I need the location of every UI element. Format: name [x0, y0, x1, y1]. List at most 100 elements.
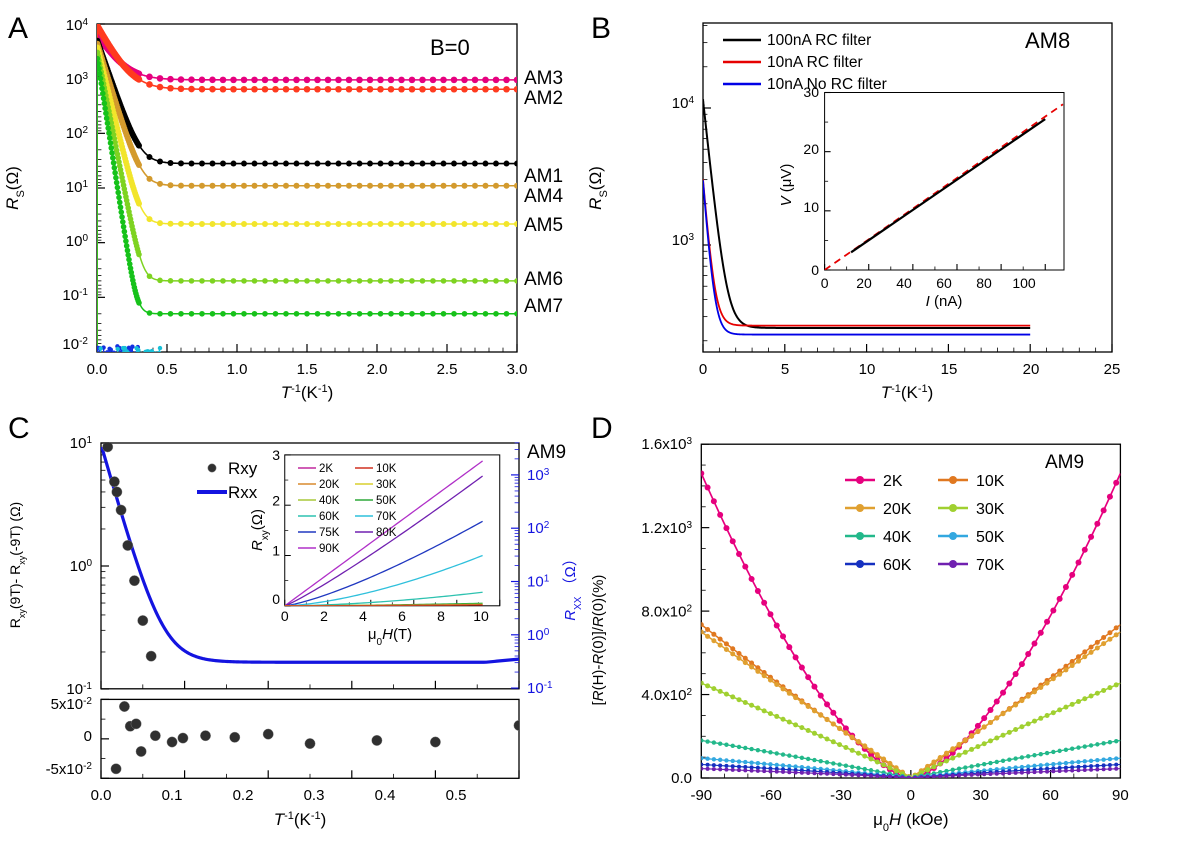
svg-text:10-1: 10-1 [62, 287, 88, 305]
svg-text:AM2: AM2 [524, 88, 563, 109]
svg-text:2.5: 2.5 [437, 361, 458, 378]
svg-text:20K: 20K [883, 501, 912, 518]
svg-text:A: A [8, 12, 28, 45]
svg-text:60: 60 [1042, 787, 1059, 804]
svg-text:B=0: B=0 [430, 35, 470, 60]
svg-text:8: 8 [437, 608, 445, 624]
svg-text:40: 40 [896, 275, 912, 291]
svg-text:100: 100 [70, 558, 93, 576]
svg-text:Rxx: Rxx [228, 483, 258, 502]
svg-text:-5x10-2: -5x10-2 [46, 761, 93, 779]
svg-text:80K: 80K [376, 527, 397, 539]
svg-text:8.0x102: 8.0x102 [641, 603, 692, 621]
svg-text:40K: 40K [319, 495, 340, 507]
svg-text:0.4: 0.4 [375, 787, 396, 804]
svg-text:30: 30 [972, 787, 989, 804]
svg-text:AM3: AM3 [524, 68, 563, 89]
svg-text:10K: 10K [376, 463, 397, 475]
svg-text:0.2: 0.2 [233, 787, 254, 804]
svg-text:AM9: AM9 [1045, 452, 1084, 473]
svg-text:10-2: 10-2 [62, 336, 88, 354]
svg-text:60K: 60K [319, 511, 340, 523]
svg-text:RXX （Ω）: RXX （Ω） [562, 551, 584, 621]
svg-text:1.5: 1.5 [297, 361, 318, 378]
svg-text:103: 103 [527, 467, 550, 485]
svg-text:4: 4 [359, 608, 367, 624]
svg-text:D: D [591, 412, 613, 445]
svg-text:AM7: AM7 [524, 296, 563, 317]
svg-text:90: 90 [1112, 787, 1129, 804]
svg-text:50K: 50K [376, 495, 397, 507]
svg-text:30K: 30K [976, 501, 1005, 518]
svg-text:RS(Ω): RS(Ω) [3, 166, 27, 210]
svg-text:C: C [8, 412, 30, 445]
svg-text:0.0: 0.0 [91, 787, 112, 804]
svg-text:0: 0 [821, 275, 829, 291]
svg-text:1: 1 [272, 543, 280, 559]
svg-text:AM8: AM8 [1025, 28, 1070, 53]
svg-text:Rxy: Rxy [228, 459, 258, 478]
svg-text:20K: 20K [319, 479, 340, 491]
svg-text:0.0: 0.0 [671, 770, 692, 787]
svg-text:30K: 30K [376, 479, 397, 491]
svg-text:100: 100 [527, 627, 550, 645]
svg-text:1.0: 1.0 [227, 361, 248, 378]
svg-text:3.0: 3.0 [507, 361, 528, 378]
svg-text:2: 2 [272, 493, 280, 509]
svg-text:0: 0 [907, 787, 915, 804]
svg-text:103: 103 [672, 232, 695, 250]
svg-text:104: 104 [672, 95, 695, 113]
svg-text:2: 2 [320, 608, 328, 624]
svg-text:70K: 70K [976, 557, 1005, 574]
svg-text:10: 10 [803, 199, 819, 215]
svg-text:Rxy(Ω): Rxy(Ω) [249, 509, 271, 551]
svg-text:AM6: AM6 [524, 269, 563, 290]
svg-text:V (μV): V (μV) [778, 164, 795, 207]
svg-text:0.0: 0.0 [87, 361, 108, 378]
svg-text:3: 3 [272, 447, 280, 463]
svg-text:0.3: 0.3 [304, 787, 325, 804]
svg-text:70K: 70K [376, 511, 397, 523]
svg-text:40K: 40K [883, 529, 912, 546]
svg-text:20: 20 [803, 141, 819, 157]
svg-text:15: 15 [941, 361, 958, 378]
svg-text:10: 10 [859, 361, 876, 378]
svg-text:101: 101 [70, 435, 93, 453]
svg-text:1.2x103: 1.2x103 [641, 520, 692, 538]
svg-text:20: 20 [856, 275, 872, 291]
svg-text:4.0x102: 4.0x102 [641, 687, 692, 705]
svg-text:102: 102 [66, 125, 89, 143]
svg-text:6: 6 [398, 608, 406, 624]
svg-text:60K: 60K [883, 557, 912, 574]
svg-text:-90: -90 [690, 787, 712, 804]
svg-text:AM1: AM1 [524, 166, 563, 187]
svg-text:2K: 2K [883, 473, 903, 490]
svg-text:104: 104 [66, 17, 89, 35]
svg-text:AM9: AM9 [527, 442, 566, 463]
svg-text:[R(H)-R(0)]/R(0)(%): [R(H)-R(0)]/R(0)(%) [590, 575, 607, 706]
svg-text:100: 100 [1012, 275, 1036, 291]
svg-text:10-1: 10-1 [527, 680, 553, 698]
svg-text:20: 20 [1023, 361, 1040, 378]
svg-text:50K: 50K [976, 529, 1005, 546]
svg-text:100: 100 [66, 233, 89, 251]
svg-text:0.5: 0.5 [446, 787, 467, 804]
svg-text:80: 80 [976, 275, 992, 291]
svg-text:μ0H (kOe): μ0H (kOe) [873, 810, 948, 834]
svg-text:0: 0 [272, 591, 280, 607]
svg-text:10nA RC filter: 10nA RC filter [767, 54, 863, 71]
svg-text:101: 101 [66, 179, 89, 197]
svg-text:0: 0 [811, 262, 819, 278]
svg-text:AM5: AM5 [524, 215, 563, 236]
svg-text:0: 0 [84, 728, 92, 745]
svg-text:90K: 90K [319, 543, 340, 555]
svg-text:μ0H(T): μ0H(T) [368, 626, 412, 648]
svg-text:0.5: 0.5 [157, 361, 178, 378]
svg-text:-30: -30 [830, 787, 852, 804]
svg-text:2K: 2K [319, 463, 333, 475]
svg-text:RS(Ω): RS(Ω) [586, 166, 610, 210]
svg-text:0: 0 [699, 361, 707, 378]
svg-text:103: 103 [66, 71, 89, 89]
svg-text:T-1(K-1): T-1(K-1) [274, 810, 327, 829]
svg-text:100nA RC filter: 100nA RC filter [767, 32, 871, 49]
